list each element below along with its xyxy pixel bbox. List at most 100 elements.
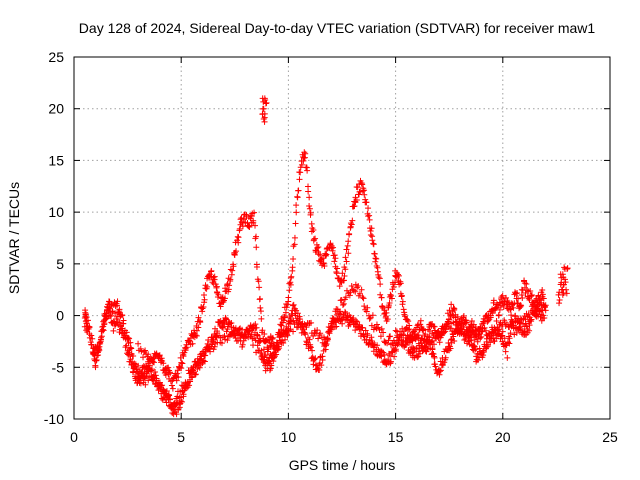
- data-point: [187, 370, 194, 377]
- data-point: [279, 330, 286, 337]
- data-point: [506, 340, 513, 347]
- data-point: [495, 311, 502, 318]
- data-point: [378, 348, 385, 355]
- data-point: [368, 225, 375, 232]
- data-point: [408, 337, 415, 344]
- data-point: [387, 291, 394, 298]
- data-point: [424, 345, 431, 352]
- data-point: [267, 365, 274, 372]
- data-point: [377, 281, 384, 288]
- data-point: [183, 344, 190, 351]
- y-tick-label: 20: [48, 101, 64, 117]
- data-point: [361, 333, 368, 340]
- data-point: [160, 387, 167, 394]
- data-point: [502, 342, 509, 349]
- data-point: [152, 372, 159, 379]
- gridlines: [74, 57, 610, 419]
- data-point: [190, 364, 197, 371]
- data-point: [429, 346, 436, 353]
- data-point: [433, 333, 440, 340]
- data-point: [178, 382, 185, 389]
- data-point: [499, 328, 506, 335]
- data-point: [270, 358, 277, 365]
- data-point: [291, 234, 298, 241]
- data-point: [263, 99, 270, 106]
- y-tick-label: -5: [52, 359, 65, 375]
- data-point: [491, 305, 498, 312]
- data-point: [182, 345, 189, 352]
- data-point: [372, 255, 379, 262]
- data-point: [312, 235, 319, 242]
- data-point: [307, 343, 314, 350]
- data-point: [489, 310, 496, 317]
- data-point: [428, 338, 435, 345]
- data-point: [378, 353, 385, 360]
- data-point: [153, 377, 160, 384]
- data-point: [141, 369, 148, 376]
- data-point: [390, 283, 397, 290]
- data-point: [532, 312, 539, 319]
- data-point: [254, 342, 261, 349]
- data-point: [97, 336, 104, 343]
- data-point: [197, 356, 204, 363]
- data-point: [416, 342, 423, 349]
- data-point: [199, 305, 206, 312]
- data-point: [283, 304, 290, 311]
- data-point: [217, 303, 224, 310]
- data-point: [254, 332, 261, 339]
- data-point: [215, 291, 222, 298]
- data-point: [336, 283, 343, 290]
- data-point: [538, 302, 545, 309]
- data-point: [360, 295, 367, 302]
- data-point: [461, 336, 468, 343]
- data-point: [468, 318, 475, 325]
- data-point: [504, 354, 511, 361]
- data-point: [175, 373, 182, 380]
- data-point: [312, 355, 319, 362]
- data-point: [365, 205, 372, 212]
- data-point: [317, 252, 324, 259]
- data-point: [350, 314, 357, 321]
- data-point: [138, 368, 145, 375]
- data-point: [178, 394, 185, 401]
- data-point: [351, 203, 358, 210]
- data-point: [106, 305, 113, 312]
- data-point: [363, 308, 370, 315]
- data-point: [253, 233, 260, 240]
- data-point: [294, 310, 301, 317]
- data-point: [386, 299, 393, 306]
- data-point: [444, 319, 451, 326]
- data-point: [169, 409, 176, 416]
- data-point: [302, 150, 309, 157]
- data-point: [364, 304, 371, 311]
- data-point: [348, 221, 355, 228]
- data-point: [112, 303, 119, 310]
- data-point: [320, 259, 327, 266]
- data-point: [391, 353, 398, 360]
- data-point: [301, 321, 308, 328]
- data-point: [373, 255, 380, 262]
- data-point: [86, 324, 93, 331]
- data-point: [179, 360, 186, 367]
- data-point: [303, 324, 310, 331]
- data-point: [92, 364, 99, 371]
- data-point: [437, 367, 444, 374]
- y-tick-label: 25: [48, 49, 64, 65]
- data-point: [266, 339, 273, 346]
- data-point: [342, 310, 349, 317]
- data-point: [366, 216, 373, 223]
- data-point: [541, 315, 548, 322]
- data-point: [487, 339, 494, 346]
- data-point: [505, 299, 512, 306]
- data-point: [193, 332, 200, 339]
- data-point: [253, 244, 260, 251]
- data-point: [275, 346, 282, 353]
- data-point: [387, 333, 394, 340]
- data-point: [506, 335, 513, 342]
- data-point: [331, 258, 338, 265]
- data-point: [318, 362, 325, 369]
- data-point: [290, 328, 297, 335]
- data-point: [561, 276, 568, 283]
- data-point: [130, 369, 137, 376]
- x-tick-label: 0: [70, 429, 78, 445]
